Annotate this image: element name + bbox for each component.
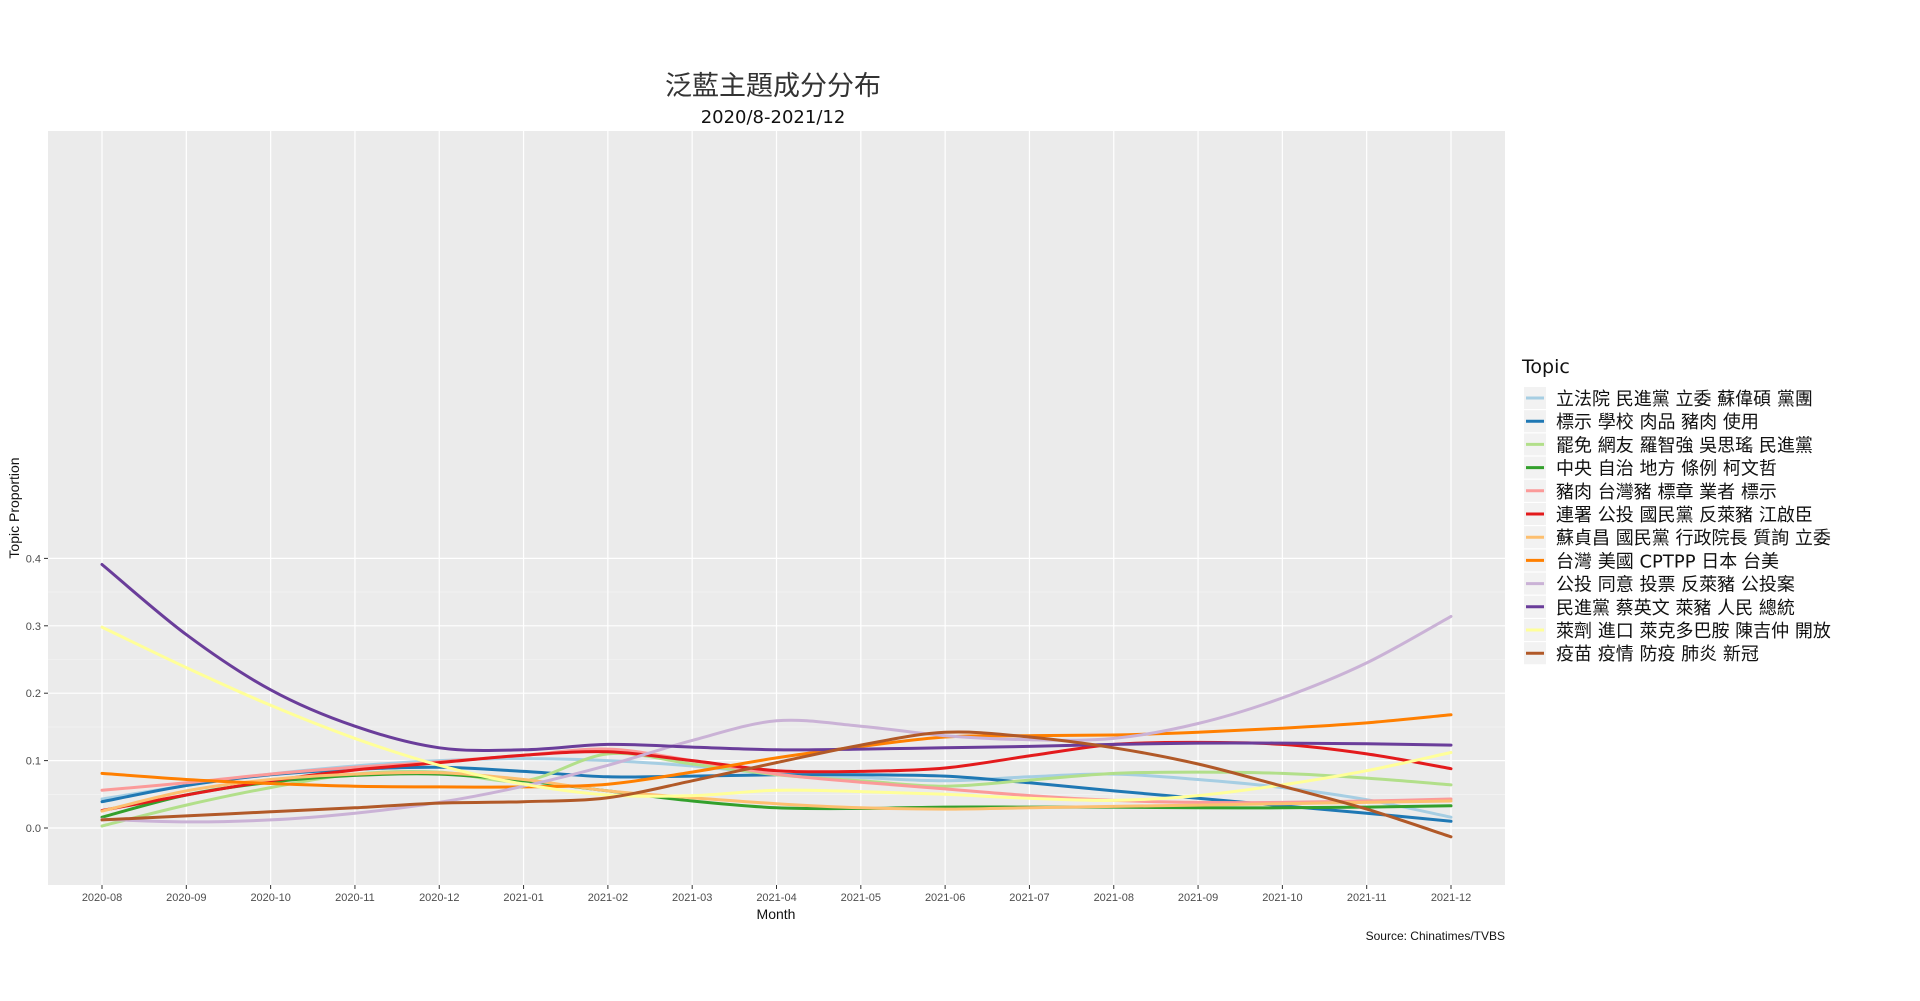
x-tick-label: 2020-10 [250,892,290,904]
series-line-11 [100,625,1453,802]
source-caption: Source: Chinatimes/TVBS [1366,929,1505,943]
y-tick-label: 0.3 [26,621,41,633]
x-tick-label: 2021-09 [1178,892,1218,904]
x-axis-ticks: 2020-08 2020-09 2020-10 2020-11 2020-12 2021-… [82,885,1471,904]
series-line-10 [100,563,1453,752]
legend-label-6: 連署 公投 國民黨 反萊豬 江啟臣 [1556,505,1813,526]
series-line-4 [100,772,1453,819]
legend-label-12: 疫苗 疫情 防疫 肺炎 新冠 [1556,644,1759,665]
y-tick-label: 0.2 [26,688,41,700]
x-tick-label: 2021-05 [841,892,881,904]
x-tick-label: 2021-04 [756,892,796,904]
x-tick-label: 2021-06 [925,892,965,904]
series-line-12 [100,730,1453,839]
series-line-7 [100,770,1453,813]
y-tick-label: 0.0 [26,823,41,835]
x-tick-label: 2021-08 [1094,892,1134,904]
x-tick-label: 2021-07 [1009,892,1049,904]
legend-label-11: 萊劑 進口 萊克多巴胺 陳吉仲 開放 [1556,621,1831,642]
series-line-9 [100,614,1453,824]
x-tick-label: 2021-10 [1262,892,1302,904]
x-tick-label: 2021-03 [672,892,712,904]
legend-label-4: 中央 自治 地方 條例 柯文哲 [1556,459,1777,480]
x-tick-label: 2020-08 [82,892,122,904]
legend-label-8: 台灣 美國 CPTPP 日本 台美 [1556,551,1779,572]
x-tick-label: 2021-12 [1431,892,1471,904]
grid-lines [48,131,1505,885]
chart-subtitle: 2020/8-2021/12 [701,107,846,128]
y-tick-label: 0.1 [26,756,41,768]
legend-label-9: 公投 同意 投票 反萊豬 公投案 [1556,575,1795,596]
chart-title: 泛藍主題成分分布 [665,71,881,102]
x-tick-label: 2021-02 [588,892,628,904]
x-tick-label: 2021-01 [503,892,543,904]
x-tick-label: 2020-11 [335,892,375,904]
y-tick-label: 0.4 [26,553,41,565]
x-axis-title: Month [757,906,796,922]
x-tick-label: 2021-11 [1347,892,1387,904]
legend-label-3: 罷免 網友 羅智強 吳思瑤 民進黨 [1556,435,1813,456]
legend-label-2: 標示 學校 肉品 豬肉 使用 [1556,412,1759,433]
x-tick-label: 2020-09 [166,892,206,904]
legend-label-1: 立法院 民進黨 立委 蘇偉碩 黨團 [1556,389,1813,410]
legend-title: Topic [1521,356,1570,378]
legend-label-5: 豬肉 台灣豬 標章 業者 標示 [1556,482,1777,503]
series-lines [100,563,1453,839]
y-axis-title: Topic Proportion [6,457,22,558]
x-tick-label: 2020-12 [419,892,459,904]
y-axis-ticks: 0.0 0.1 0.2 0.3 0.4 [26,553,48,835]
legend-label-7: 蘇貞昌 國民黨 行政院長 質詢 立委 [1556,528,1831,549]
series-line-5 [100,747,1453,805]
legend-label-10: 民進黨 蔡英文 萊豬 人民 總統 [1556,598,1795,619]
series-line-8 [100,713,1453,789]
